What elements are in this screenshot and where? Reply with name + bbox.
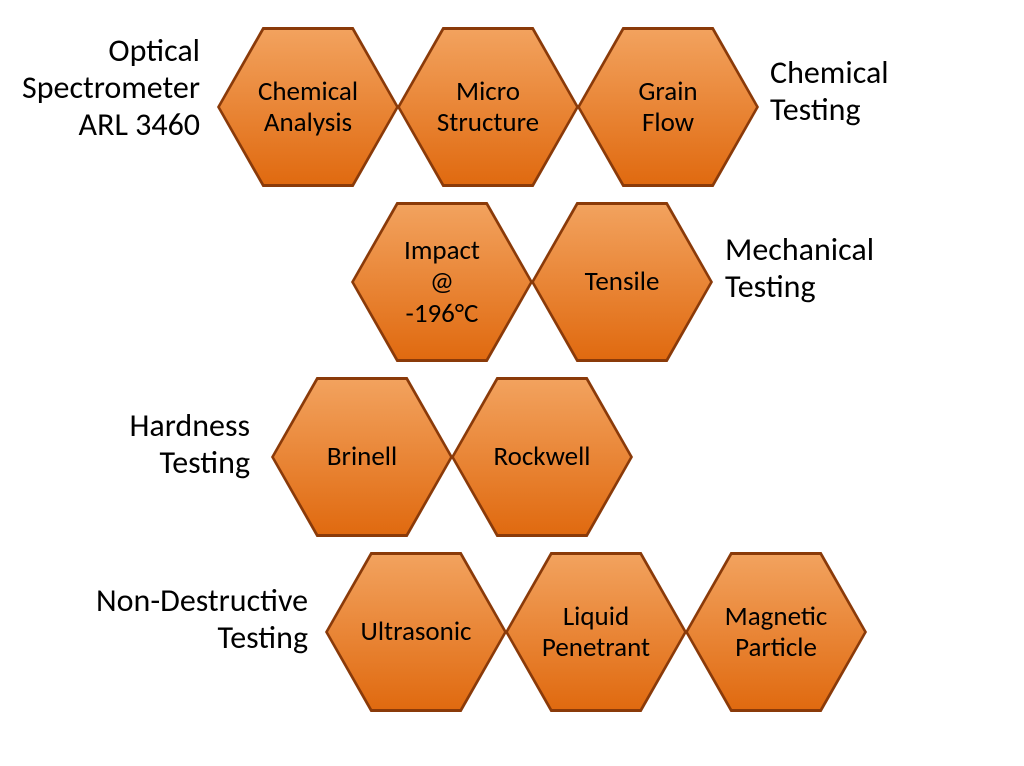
hex-label-liquid-penetrant: LiquidPenetrant: [532, 601, 660, 663]
hex-brinell: Brinell: [274, 380, 450, 534]
hex-impact-196c: Impact@-196°C: [354, 205, 530, 359]
hex-magnetic-particle: MagneticParticle: [688, 555, 864, 709]
label-chemical-testing: Chemical Testing: [770, 55, 889, 129]
hex-label-magnetic-particle: MagneticParticle: [715, 601, 838, 663]
hex-chemical-analysis: ChemicalAnalysis: [220, 30, 396, 184]
hex-ultrasonic: Ultrasonic: [328, 555, 504, 709]
hex-rockwell: Rockwell: [454, 380, 630, 534]
hex-label-rockwell: Rockwell: [484, 441, 601, 472]
hex-label-chemical-analysis: ChemicalAnalysis: [248, 76, 368, 138]
hex-grain-flow: GrainFlow: [580, 30, 756, 184]
hex-tensile: Tensile: [534, 205, 710, 359]
hex-label-ultrasonic: Ultrasonic: [351, 616, 482, 647]
label-hardness-testing: Hardness Testing: [129, 408, 250, 482]
label-mechanical-testing: Mechanical Testing: [725, 232, 874, 306]
hex-liquid-penetrant: LiquidPenetrant: [508, 555, 684, 709]
hex-label-tensile: Tensile: [575, 266, 670, 297]
label-ndt: Non-Destructive Testing: [96, 583, 308, 657]
hex-label-impact-196c: Impact@-196°C: [394, 235, 490, 328]
hex-label-brinell: Brinell: [317, 441, 407, 472]
hex-micro-structure: MicroStructure: [400, 30, 576, 184]
label-optical-spectrometer: Optical Spectrometer ARL 3460: [22, 33, 200, 143]
hex-label-micro-structure: MicroStructure: [427, 76, 549, 138]
hex-label-grain-flow: GrainFlow: [628, 76, 707, 138]
